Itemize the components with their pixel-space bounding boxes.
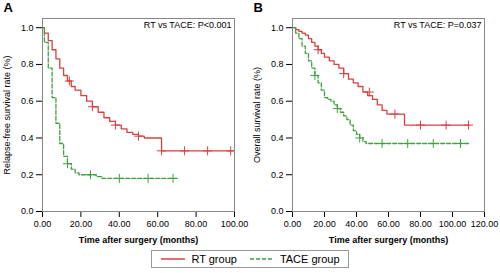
- svg-text:40.00: 40.00: [108, 219, 131, 229]
- svg-text:0.0: 0.0: [21, 206, 34, 216]
- svg-text:1.0: 1.0: [21, 23, 34, 33]
- svg-text:Overall survival rate (%): Overall survival rate (%): [252, 67, 262, 163]
- svg-text:0.00: 0.00: [284, 219, 302, 229]
- svg-text:100.00: 100.00: [439, 219, 467, 229]
- svg-text:RT vs TACE: P=0.037: RT vs TACE: P=0.037: [394, 20, 482, 30]
- svg-text:0.4: 0.4: [271, 133, 284, 143]
- svg-text:80.00: 80.00: [185, 219, 208, 229]
- svg-text:120.00: 120.00: [471, 219, 499, 229]
- html-text:RT group: RT group: [191, 253, 237, 265]
- svg-text:B: B: [254, 0, 263, 15]
- svg-text:0.6: 0.6: [21, 96, 34, 106]
- svg-text:20.00: 20.00: [70, 219, 93, 229]
- svg-text:0.2: 0.2: [271, 170, 284, 180]
- svg-text:Time after surgery (months): Time after surgery (months): [79, 235, 198, 245]
- svg-text:1.0: 1.0: [271, 23, 284, 33]
- svg-text:100.00: 100.00: [221, 219, 249, 229]
- svg-text:RT vs TACE: P<0.001: RT vs TACE: P<0.001: [144, 20, 232, 30]
- svg-text:Time after surgery (months): Time after surgery (months): [329, 235, 448, 245]
- svg-text:Relapse-free survival rate (%): Relapse-free survival rate (%): [2, 55, 12, 174]
- svg-text:0.6: 0.6: [271, 96, 284, 106]
- svg-text:60.00: 60.00: [377, 219, 400, 229]
- svg-text:A: A: [4, 0, 14, 15]
- svg-text:0.0: 0.0: [271, 206, 284, 216]
- svg-text:0.4: 0.4: [21, 133, 34, 143]
- svg-text:0.8: 0.8: [21, 59, 34, 69]
- svg-text:0.8: 0.8: [271, 59, 284, 69]
- svg-text:0.2: 0.2: [21, 170, 34, 180]
- svg-text:0.00: 0.00: [34, 219, 52, 229]
- svg-text:80.00: 80.00: [409, 219, 432, 229]
- svg-text:20.00: 20.00: [313, 219, 336, 229]
- html-text:TACE group: TACE group: [279, 253, 340, 265]
- svg-text:60.00: 60.00: [146, 219, 169, 229]
- svg-text:40.00: 40.00: [345, 219, 368, 229]
